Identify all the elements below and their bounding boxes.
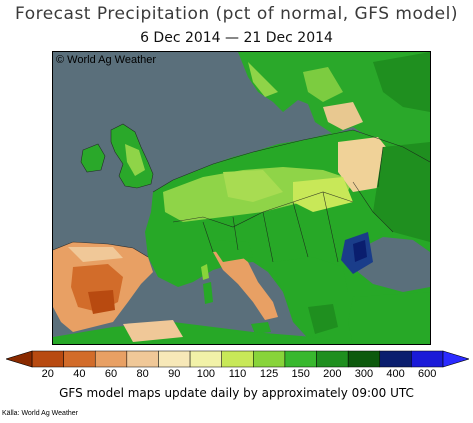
sicily: [251, 322, 271, 334]
legend-bin: [379, 350, 412, 368]
legend-bin: [126, 350, 159, 368]
baltic-pale: [323, 102, 363, 130]
legend-tick-label: 90: [168, 368, 181, 380]
turkey: [348, 292, 430, 344]
ireland: [81, 144, 105, 172]
map-canvas: [53, 52, 430, 344]
legend-tick-label: 60: [104, 368, 118, 380]
source-caption: Källa: World Ag Weather: [2, 410, 79, 417]
legend-tick-label: 300: [354, 368, 374, 380]
legend-tick-label: 600: [418, 368, 437, 380]
italy: [213, 250, 278, 320]
britain-light-area: [125, 144, 145, 176]
finland-dark: [373, 52, 430, 112]
precipitation-map: © World Ag Weather: [52, 51, 431, 345]
black-sea: [353, 237, 430, 292]
legend-tick-labels: 20 40 60 80 90 100 110 125 150 200 300 400 600: [0, 368, 473, 382]
color-legend: [6, 350, 469, 368]
north-africa-pale: [123, 320, 183, 342]
legend-tick-label: 200: [323, 368, 342, 380]
legend-bin: [316, 350, 349, 368]
greece-dark: [308, 304, 338, 334]
legend-tick-label: 20: [41, 368, 54, 380]
sweden-light: [303, 67, 343, 102]
legend-bin: [284, 350, 317, 368]
legend-right-arrow: [442, 350, 469, 368]
norway-coast-light: [248, 62, 278, 97]
legend-bin: [189, 350, 222, 368]
iberia-dark-orange: [88, 290, 115, 314]
legend-left-arrow: [6, 350, 33, 368]
legend-tick-label: 40: [73, 368, 86, 380]
legend-tick-label: 150: [291, 368, 310, 380]
legend-bin: [347, 350, 381, 368]
sardinia: [203, 282, 213, 304]
legend-bin: [158, 350, 191, 368]
legend-tick-label: 400: [386, 368, 405, 380]
legend-bin: [221, 350, 254, 368]
country-borders: [53, 123, 430, 263]
italy-north-green: [208, 240, 253, 262]
poland-light: [293, 177, 353, 212]
corsica: [201, 264, 209, 280]
legend-bin: [63, 350, 96, 368]
legend-tick-label: 100: [196, 368, 216, 380]
ukraine-dark: [373, 142, 430, 242]
legend-bin: [94, 350, 128, 368]
legend-bin: [411, 350, 444, 368]
update-note: GFS model maps update daily by approxima…: [59, 386, 414, 400]
black-sea-coast-navy: [353, 240, 367, 262]
germany-lighter: [223, 170, 283, 202]
map-credit: © World Ag Weather: [56, 54, 157, 66]
legend-tick-label: 110: [228, 368, 247, 380]
legend-bins: [31, 350, 444, 368]
legend-tick-label: 125: [259, 368, 279, 380]
iberia-north-light: [68, 247, 123, 262]
date-range: 6 Dec 2014 — 21 Dec 2014: [140, 30, 333, 46]
legend-bin: [253, 350, 286, 368]
legend-tick-label: 80: [136, 368, 149, 380]
legend-bin: [31, 350, 64, 368]
map-title: Forecast Precipitation (pct of normal, G…: [15, 4, 458, 24]
